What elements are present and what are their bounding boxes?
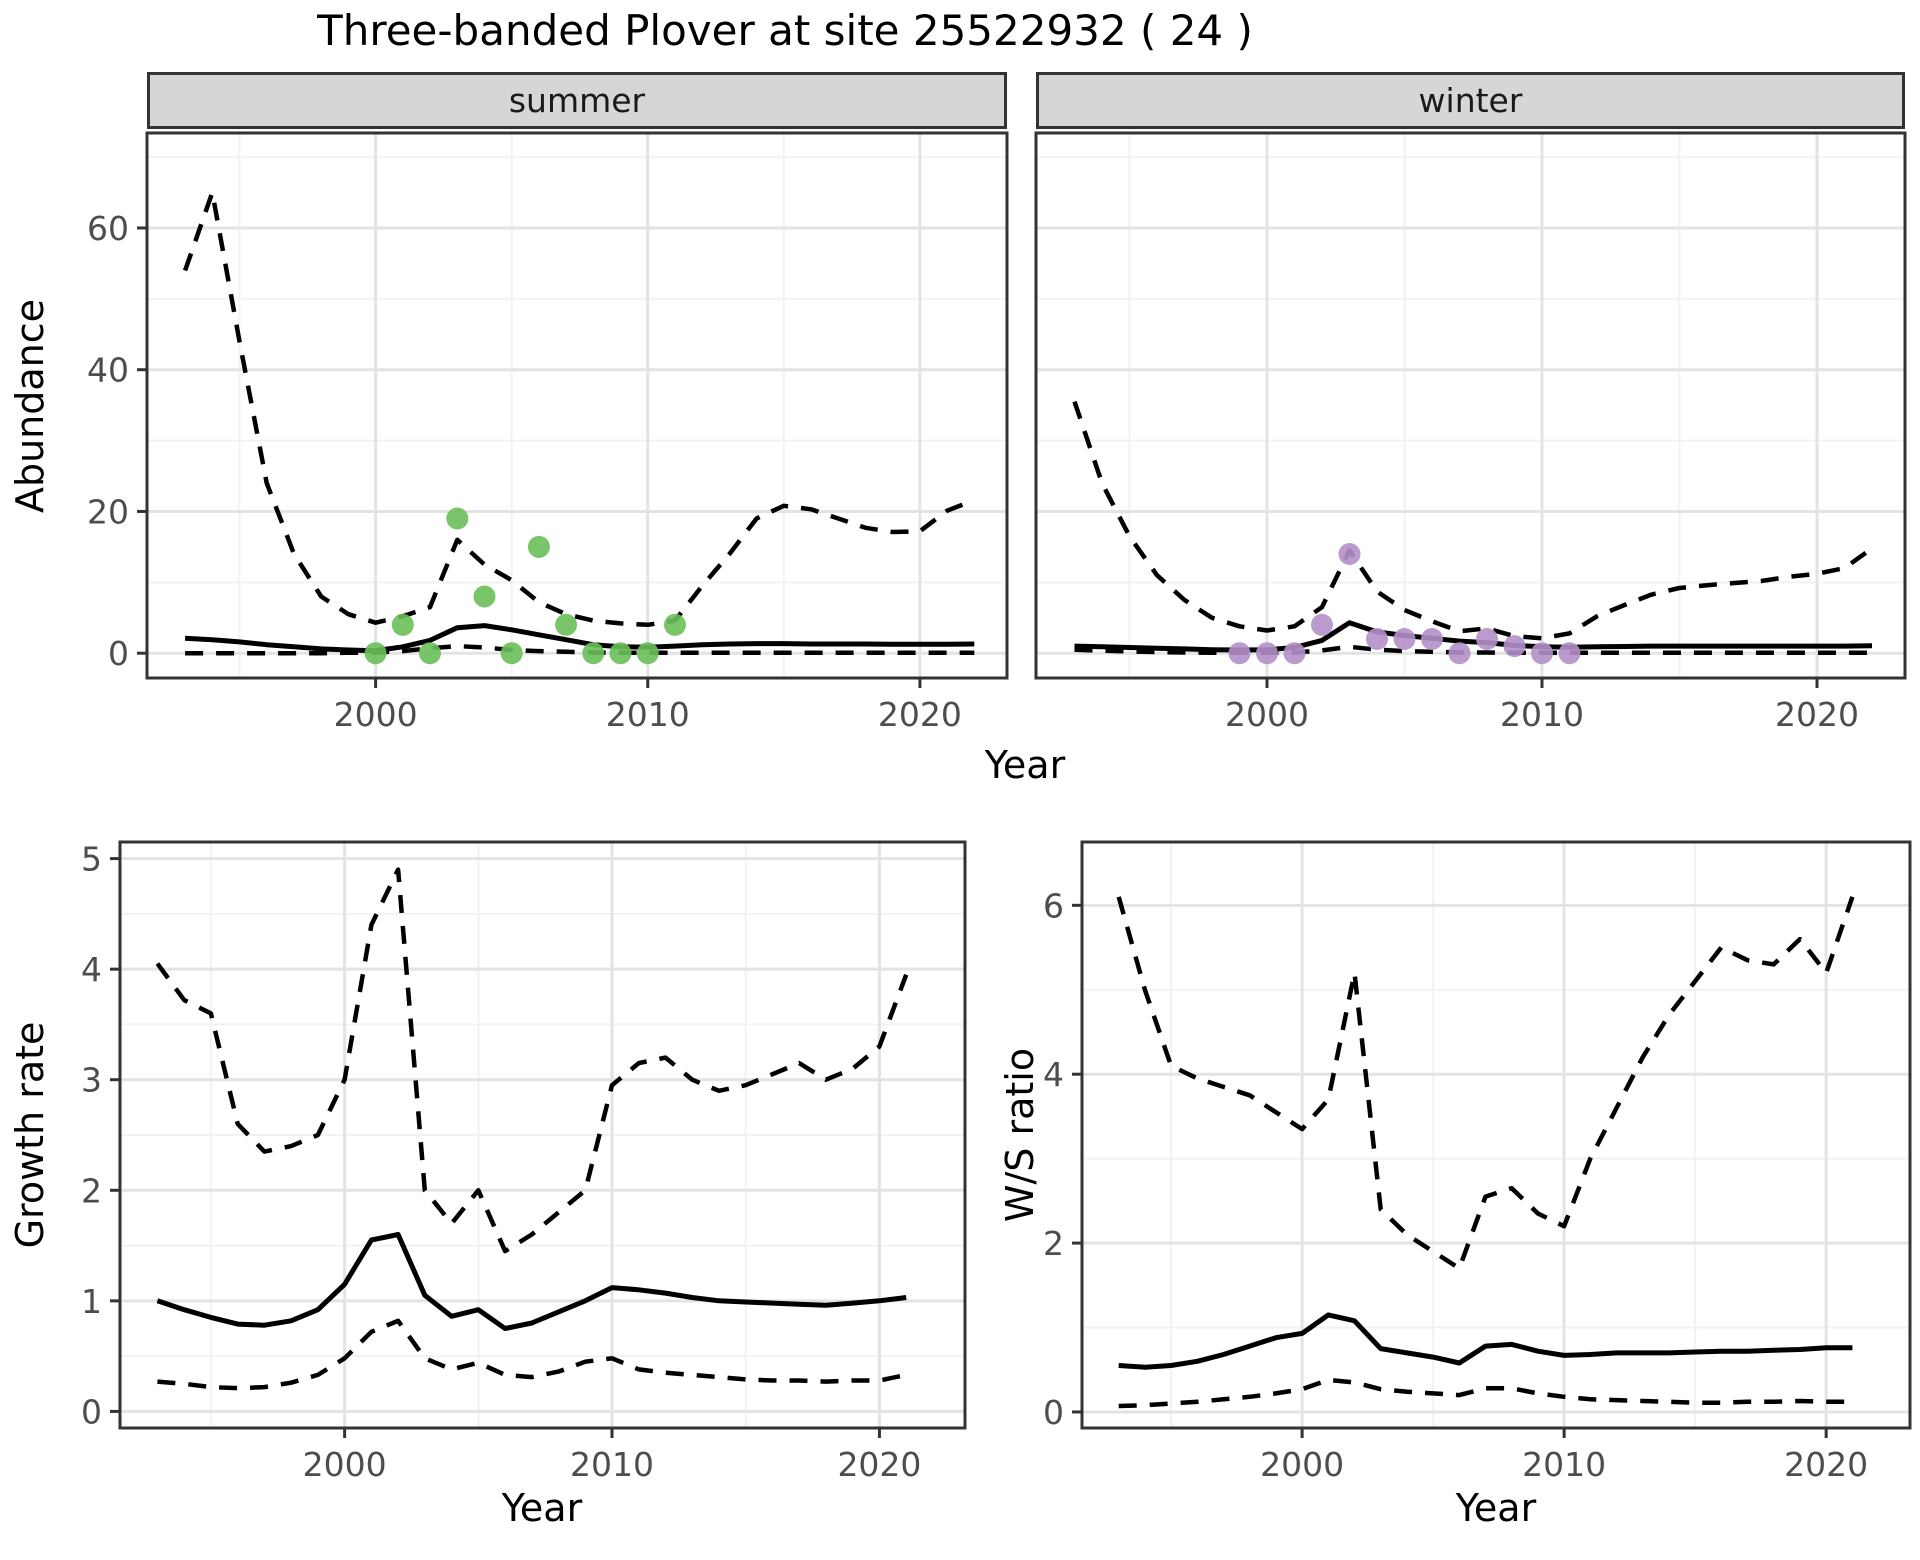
y-tick-label: 2 xyxy=(81,1171,102,1210)
facet-label-summer: summer xyxy=(508,81,646,120)
y-tick-label: 60 xyxy=(87,209,129,248)
y-tick-label: 4 xyxy=(81,950,102,989)
y-tick-label: 0 xyxy=(81,1392,102,1431)
facet-strip-summer: summer xyxy=(147,72,1007,129)
x-tick-label: 2000 xyxy=(334,695,418,734)
observation-point xyxy=(1311,613,1333,636)
observation-point xyxy=(1256,642,1278,665)
observation-point xyxy=(1531,642,1553,665)
observation-point xyxy=(1228,642,1251,665)
facet-label-winter: winter xyxy=(1418,81,1523,120)
panel-border xyxy=(1080,840,1912,1430)
y-tick-label: 6 xyxy=(1043,886,1064,925)
x-axis-title-year-top: Year xyxy=(984,743,1066,787)
x-tick-label: 2000 xyxy=(1225,695,1309,734)
summer-panel: 2000 2010 2020 0 20 40 60 xyxy=(87,131,1009,734)
observation-point xyxy=(1421,628,1443,650)
observation-point xyxy=(1393,628,1416,650)
facet-strip-winter: winter xyxy=(1036,72,1905,129)
observation-point xyxy=(1476,628,1498,650)
y-tick-label: 3 xyxy=(81,1061,102,1100)
growth-lower-ci-line xyxy=(157,1318,907,1391)
x-tick-label: 2010 xyxy=(1522,1445,1606,1484)
winter-fit-line xyxy=(1074,620,1873,653)
observation-point xyxy=(582,642,605,665)
winter-upper-ci-line xyxy=(1072,400,1874,641)
ws-panel: 2000 2010 2020 0 2 4 6 xyxy=(1043,840,1912,1484)
y-tick-label: 2 xyxy=(1043,1224,1064,1263)
y-tick-label: 0 xyxy=(1043,1393,1064,1432)
x-tick-label: 2020 xyxy=(878,695,962,734)
observation-point xyxy=(664,613,686,636)
observation-point xyxy=(555,613,578,636)
observation-point xyxy=(419,642,441,665)
panel-background xyxy=(1082,842,1910,1428)
ws-fit-line xyxy=(1118,1312,1853,1370)
winter-lower-ci-line xyxy=(1074,644,1872,656)
observation-point xyxy=(1448,642,1471,665)
plot-title: Three-banded Plover at site 25522932 ( 2… xyxy=(317,6,1253,55)
growth-panel: 2000 2010 2020 0 1 2 3 4 5 xyxy=(81,840,967,1484)
x-tick-label: 2020 xyxy=(837,1445,921,1484)
observation-point xyxy=(500,642,523,665)
ws-upper-ci-line xyxy=(1116,896,1855,1271)
x-tick-label: 2020 xyxy=(1775,695,1859,734)
y-tick-label: 1 xyxy=(81,1282,102,1321)
observation-point xyxy=(473,585,496,608)
y-tick-label: 4 xyxy=(1043,1055,1064,1094)
x-axis-title-year-growth: Year xyxy=(501,1486,583,1530)
panel-background xyxy=(1036,133,1905,678)
observation-point xyxy=(446,507,469,530)
summer-upper-ci-line xyxy=(182,190,976,628)
x-axis-title-year-ws: Year xyxy=(1455,1486,1537,1530)
observation-point xyxy=(1558,642,1581,665)
panel-border xyxy=(145,131,1009,680)
winter-panel: 2000 2010 2020 xyxy=(1034,131,1907,734)
panel-background xyxy=(147,133,1007,678)
observation-point xyxy=(391,613,414,636)
y-tick-label: 20 xyxy=(87,492,129,531)
x-tick-label: 2000 xyxy=(303,1445,387,1484)
observation-point xyxy=(636,642,659,665)
x-tick-label: 2010 xyxy=(570,1445,654,1484)
y-tick-label: 0 xyxy=(108,634,129,673)
growth-fit-line xyxy=(156,1232,907,1331)
observation-point xyxy=(364,642,387,665)
panel-border xyxy=(1034,131,1907,680)
growth-upper-ci-line xyxy=(155,867,909,1254)
observation-point xyxy=(1503,635,1526,658)
x-tick-label: 2000 xyxy=(1260,1445,1344,1484)
y-tick-label: 40 xyxy=(87,351,129,390)
summer-fit-line xyxy=(184,623,975,654)
observation-point xyxy=(609,642,632,665)
observation-point xyxy=(1283,642,1306,665)
observation-point xyxy=(527,535,550,558)
x-tick-label: 2010 xyxy=(1500,695,1584,734)
x-tick-label: 2010 xyxy=(606,695,690,734)
panel-border xyxy=(118,840,967,1430)
y-axis-title-abundance: Abundance xyxy=(8,298,52,514)
summer-lower-ci-line xyxy=(185,643,975,656)
observation-point xyxy=(1338,543,1361,565)
observation-point xyxy=(1366,628,1388,650)
y-tick-label: 5 xyxy=(81,840,102,879)
x-tick-label: 2020 xyxy=(1784,1445,1868,1484)
